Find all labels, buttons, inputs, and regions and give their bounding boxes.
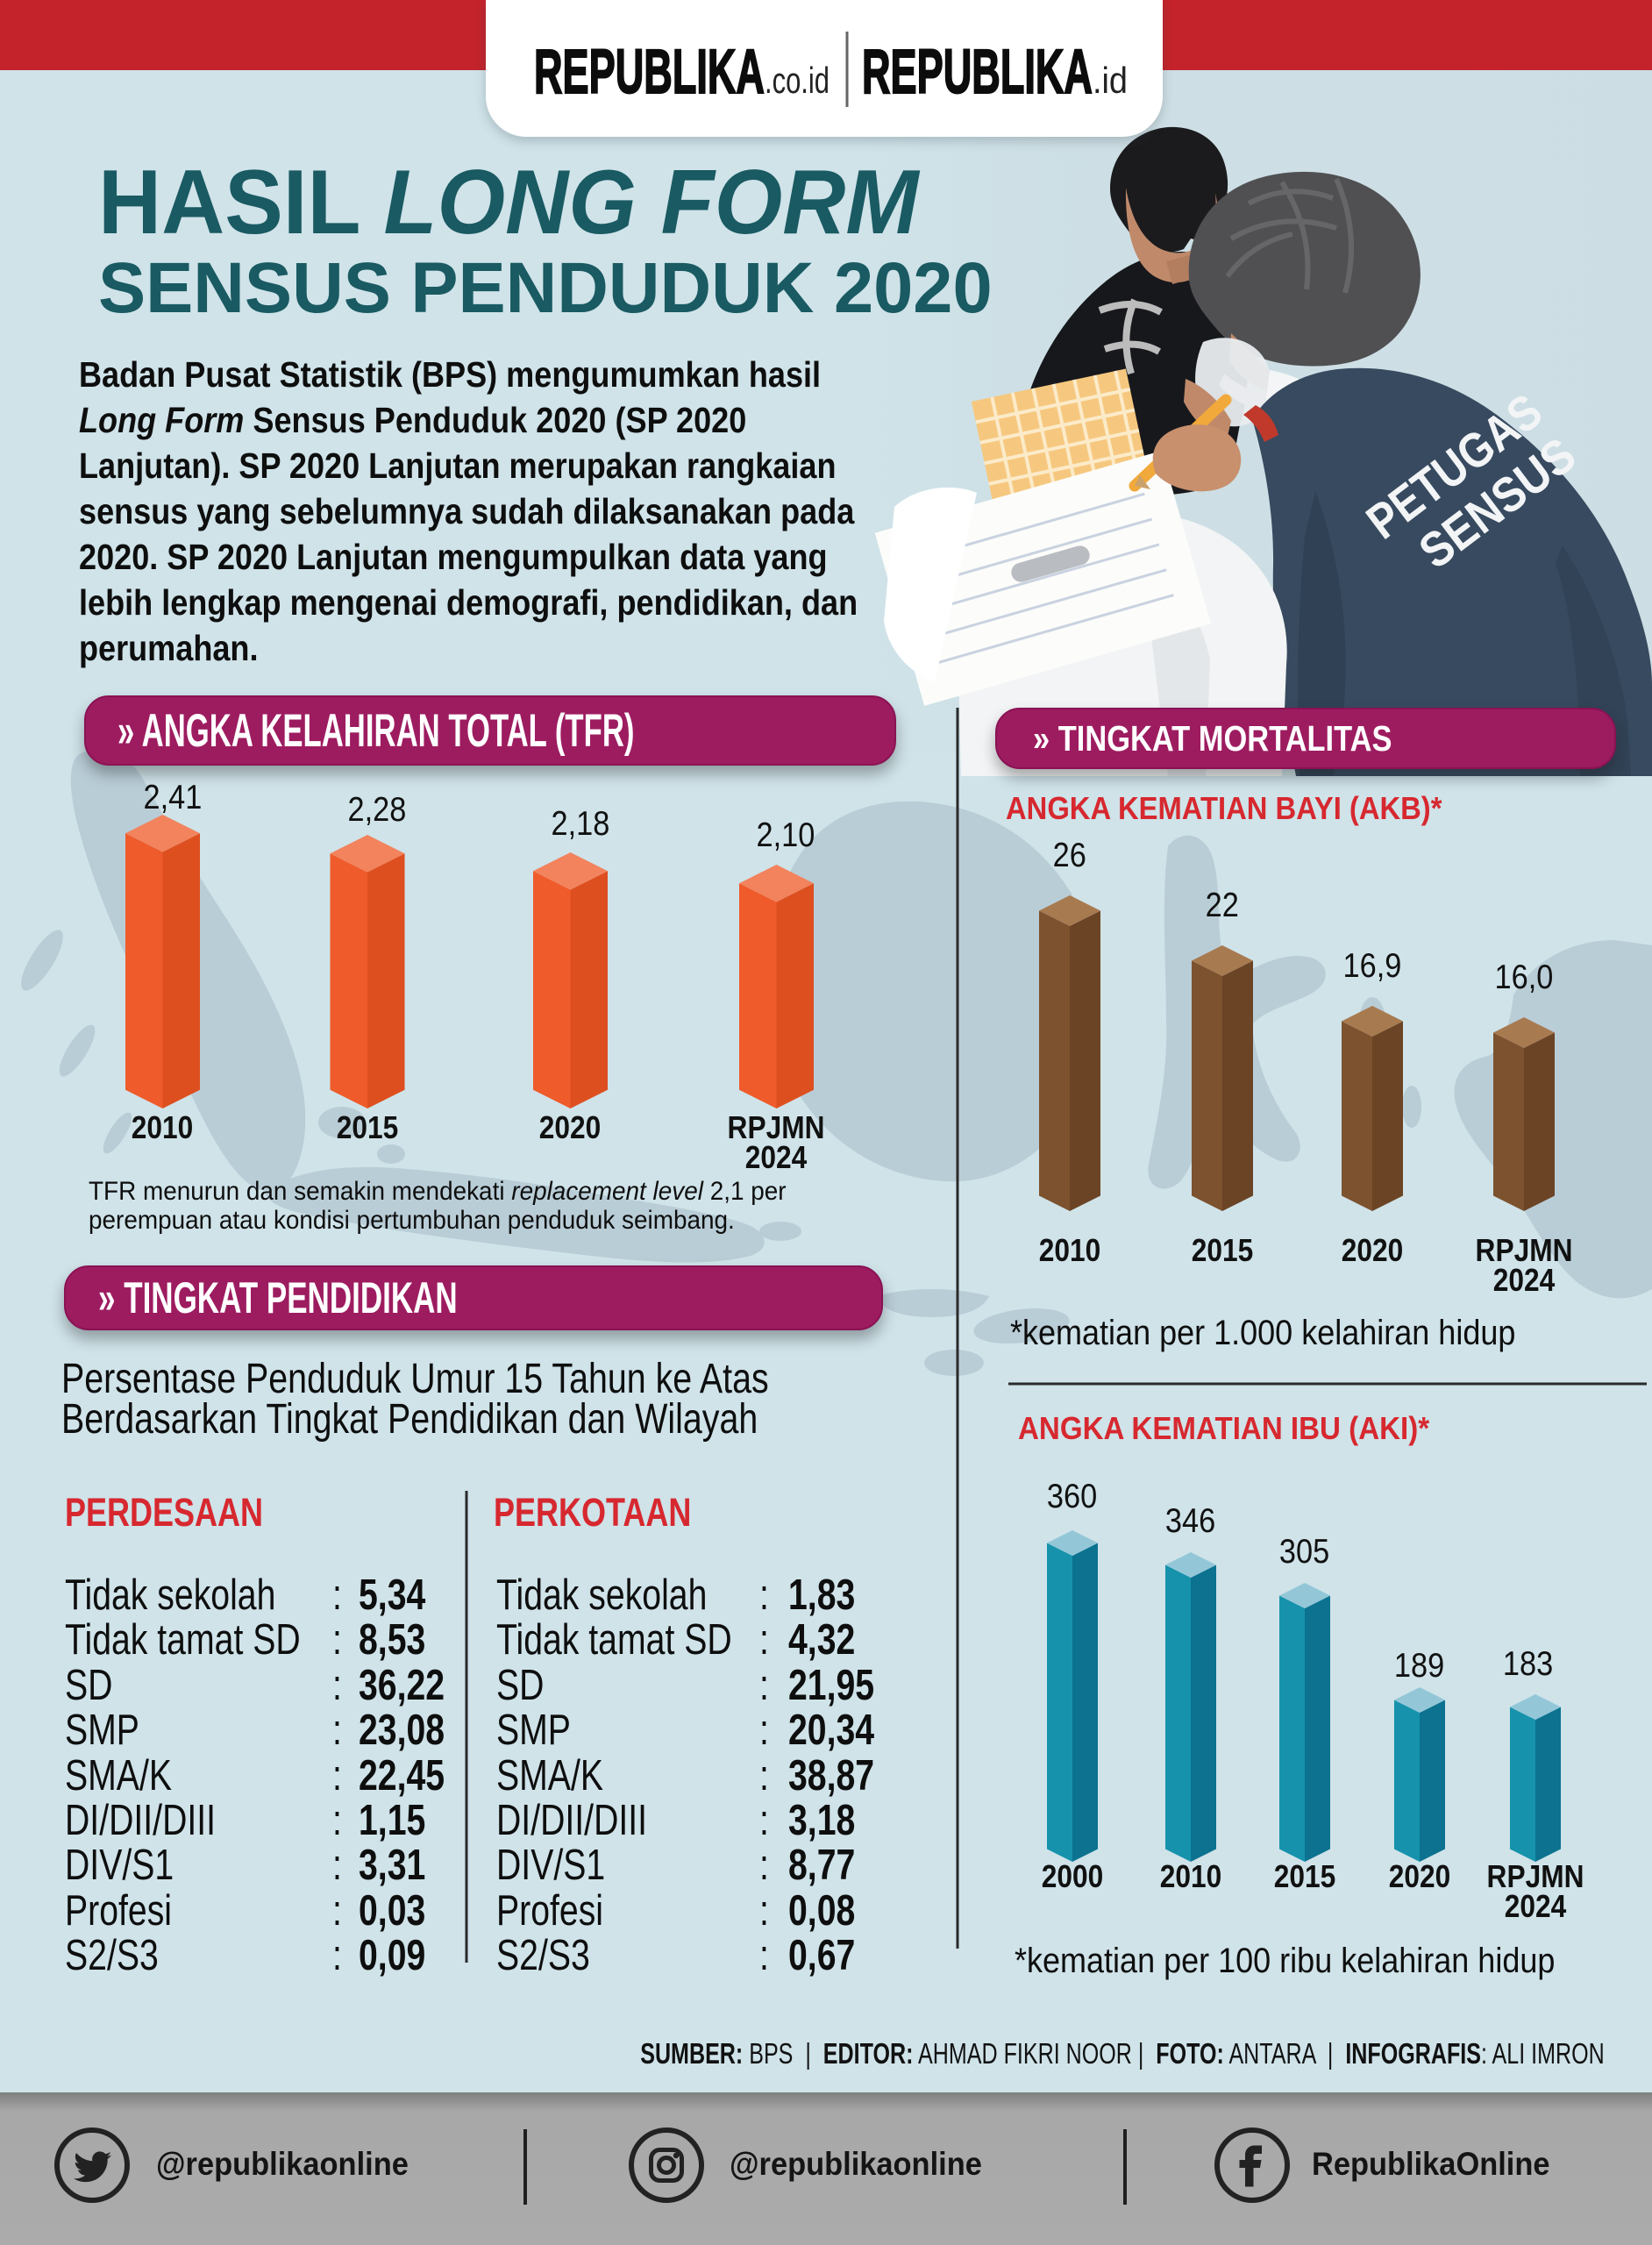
svg-text:REPUBLIKA: REPUBLIKA xyxy=(534,38,765,107)
svg-text:REPUBLIKA: REPUBLIKA xyxy=(862,38,1093,107)
svg-text:.id: .id xyxy=(1093,60,1128,101)
svg-text:.co.id: .co.id xyxy=(765,60,830,101)
